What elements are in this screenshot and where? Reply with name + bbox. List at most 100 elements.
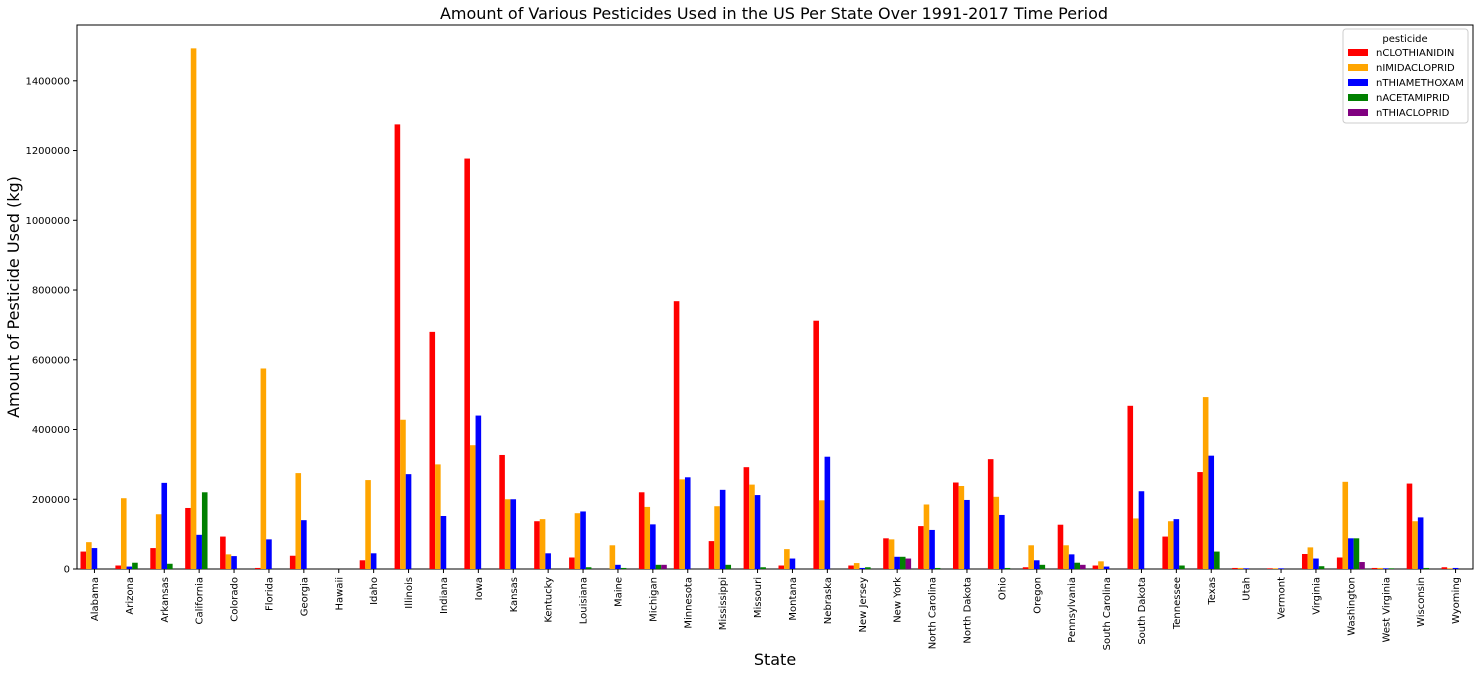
bar-nimidacloprid xyxy=(120,498,127,569)
x-tick-label: West Virginia xyxy=(1381,577,1392,642)
bar-nimidacloprid xyxy=(1447,568,1453,569)
x-tick-label: Maine xyxy=(613,577,624,607)
bar-nimidacloprid xyxy=(190,48,197,570)
x-tick-label: Colorado xyxy=(230,577,241,622)
legend-label: nIMIDACLOPRID xyxy=(1376,63,1455,74)
x-tick-label: Idaho xyxy=(369,577,380,605)
y-axis: 0 200000 400000 600000 800000 1000000 1200000 1… xyxy=(25,76,77,576)
bar-nimidacloprid xyxy=(469,445,476,569)
bar-nimidacloprid xyxy=(749,484,755,569)
bar-nclothianidin xyxy=(394,124,401,569)
x-tick-label: California xyxy=(195,577,206,625)
y-tick-label: 200000 xyxy=(32,495,70,506)
bar-nclothianidin xyxy=(80,551,87,569)
bar-nclothianidin xyxy=(987,459,994,569)
bar-nimidacloprid xyxy=(784,549,790,569)
bar-nclothianidin xyxy=(1197,472,1203,569)
y-tick-label: 1200000 xyxy=(25,146,70,157)
bar-nimidacloprid xyxy=(1342,481,1349,569)
legend-swatch xyxy=(1348,109,1368,116)
bar-nthiamethoxam xyxy=(1068,554,1075,569)
x-tick-label: Georgia xyxy=(299,577,310,616)
bar-nthiamethoxam xyxy=(929,529,935,569)
bar-nimidacloprid xyxy=(1098,561,1104,569)
x-tick-label: Washington xyxy=(1346,577,1357,636)
x-tick-label: Hawaii xyxy=(334,577,345,611)
bar-nthiamethoxam xyxy=(161,482,168,569)
bar-nimidacloprid xyxy=(958,486,965,569)
bar-nthiamethoxam xyxy=(824,456,831,569)
x-tick-label: Alabama xyxy=(90,577,101,621)
bar-nclothianidin xyxy=(289,555,296,569)
x-tick-label: Wyoming xyxy=(1451,577,1462,624)
x-tick-label: Kentucky xyxy=(544,577,555,623)
bar-nthiamethoxam xyxy=(1278,568,1284,569)
legend-swatch xyxy=(1348,94,1368,101)
y-tick-label: 1400000 xyxy=(25,76,70,87)
bar-nimidacloprid xyxy=(365,480,371,569)
bar-nthiamethoxam xyxy=(615,564,621,569)
x-tick-label: Ohio xyxy=(997,577,1008,600)
x-tick-label: Kansas xyxy=(509,577,520,612)
bar-nacetamiprid xyxy=(585,567,592,569)
legend-label: nACETAMIPRID xyxy=(1376,93,1450,104)
bar-nacetamiprid xyxy=(1388,568,1395,569)
legend-items: nCLOTHIANIDIN nIMIDACLOPRID nTHIAMETHOXAM n… xyxy=(1348,48,1464,119)
bar-nacetamiprid xyxy=(201,492,208,569)
bar-nthiamethoxam xyxy=(1417,517,1424,569)
x-tick-label: South Carolina xyxy=(1102,577,1113,650)
bar-nimidacloprid xyxy=(923,504,930,569)
bar-nimidacloprid xyxy=(1237,567,1244,569)
bar-nimidacloprid xyxy=(1202,397,1209,569)
bar-nthiamethoxam xyxy=(1103,566,1110,569)
bar-nclothianidin xyxy=(464,158,470,570)
bar-nacetamiprid xyxy=(865,567,871,569)
x-tick-label: Missouri xyxy=(753,577,764,618)
bar-nclothianidin xyxy=(1022,567,1029,569)
bar-nclothianidin xyxy=(778,565,785,569)
bar-nacetamiprid xyxy=(1004,567,1011,569)
x-tick-label: Illinois xyxy=(404,577,415,609)
bar-nclothianidin xyxy=(1336,557,1343,569)
bar-nthiamethoxam xyxy=(894,556,900,569)
bar-nimidacloprid xyxy=(400,419,406,569)
y-tick-label: 800000 xyxy=(32,286,70,297)
bar-nimidacloprid xyxy=(155,514,162,569)
bar-nthiacloprid xyxy=(905,558,912,569)
bar-nthiamethoxam xyxy=(1382,568,1389,569)
bar-nimidacloprid xyxy=(1133,518,1139,569)
x-tick-label: Montana xyxy=(788,577,799,621)
bar-nclothianidin xyxy=(499,454,505,569)
bar-nclothianidin xyxy=(569,557,575,569)
bar-nimidacloprid xyxy=(1028,545,1034,569)
bar-nimidacloprid xyxy=(993,496,1000,569)
bar-nthiacloprid xyxy=(1080,564,1086,569)
bar-nclothianidin xyxy=(813,320,819,569)
bar-nthiamethoxam xyxy=(999,514,1005,569)
bar-nclothianidin xyxy=(254,567,261,569)
legend-box xyxy=(1342,28,1469,124)
x-tick-label: Florida xyxy=(264,577,275,611)
legend-swatch xyxy=(1348,49,1368,56)
bar-nclothianidin xyxy=(220,536,226,569)
bar-nacetamiprid xyxy=(760,567,766,569)
x-tick-label: Wisconsin xyxy=(1416,577,1427,627)
legend[interactable]: pesticide nCLOTHIANIDIN nIMIDACLOPRID nTHI… xyxy=(1342,28,1469,124)
bar-nimidacloprid xyxy=(1307,547,1314,569)
x-tick-label: Tennessee xyxy=(1172,577,1183,630)
bar-nthiamethoxam xyxy=(580,511,586,569)
bar-nthiamethoxam xyxy=(719,489,726,569)
bar-nacetamiprid xyxy=(132,562,138,569)
bar-nclothianidin xyxy=(1406,483,1413,569)
x-tick-label: Virginia xyxy=(1311,577,1322,615)
bar-nclothianidin xyxy=(115,565,121,569)
bar-nclothianidin xyxy=(1301,554,1308,569)
x-tick-label: Arizona xyxy=(125,577,136,615)
chart-title: Amount of Various Pesticides Used in the… xyxy=(440,4,1108,23)
bar-nclothianidin xyxy=(1092,565,1099,569)
bar-nthiamethoxam xyxy=(650,524,656,569)
bar-nclothianidin xyxy=(359,560,366,569)
bar-nclothianidin xyxy=(1232,567,1238,569)
